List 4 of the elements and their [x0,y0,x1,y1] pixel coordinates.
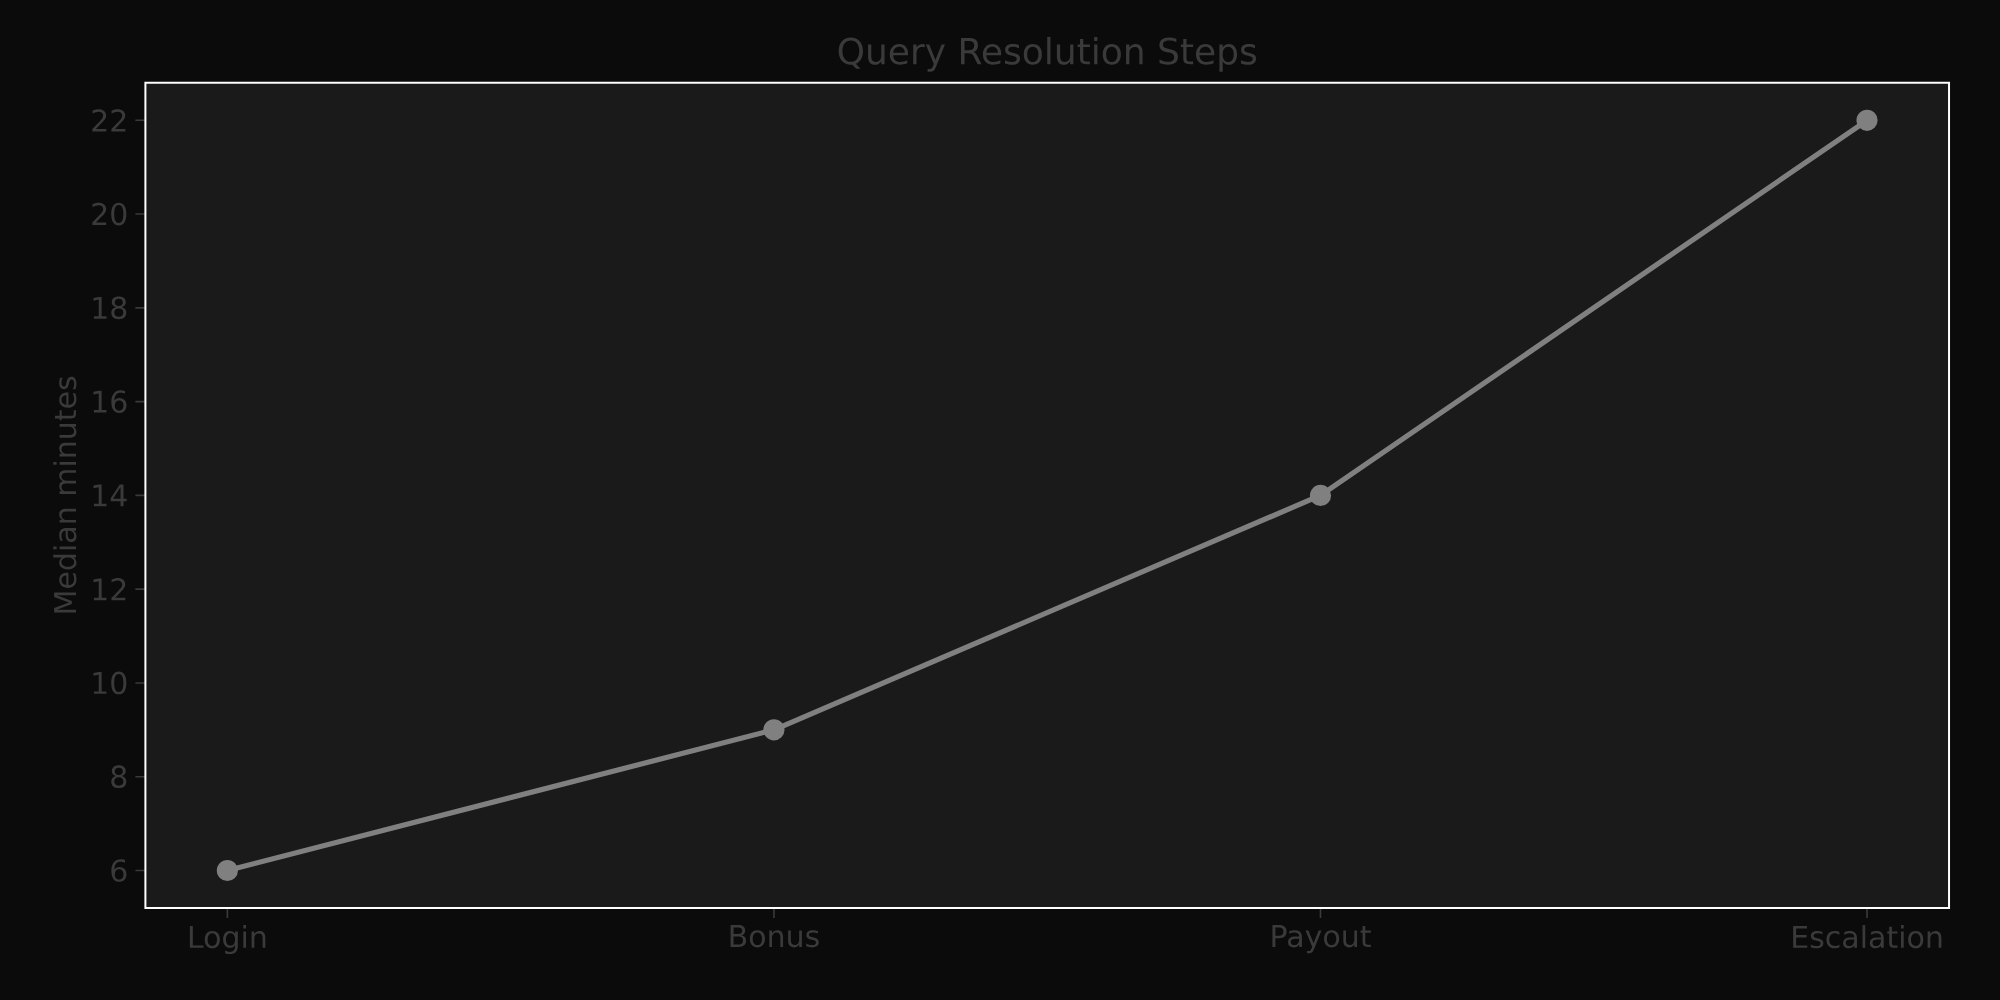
point [763,719,785,741]
point [216,859,238,882]
point [1856,109,1878,131]
point [1309,484,1332,506]
